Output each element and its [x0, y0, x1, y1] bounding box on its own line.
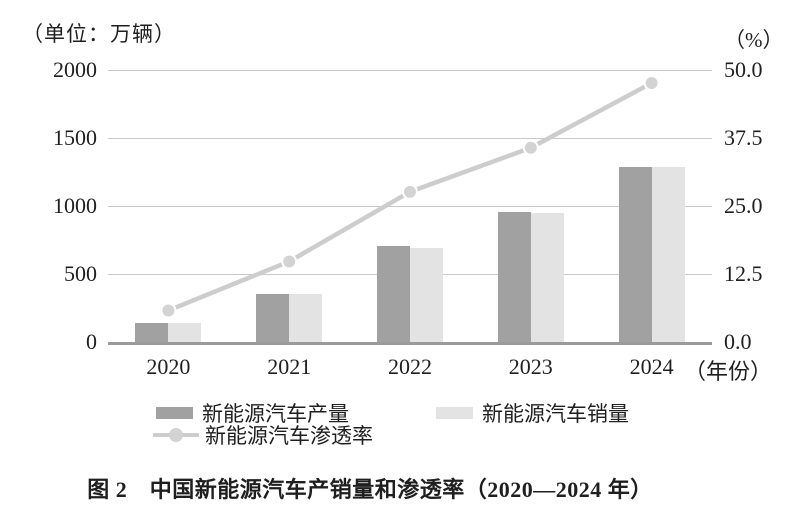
production-swatch: [156, 407, 193, 419]
penetration-line-swatch: [153, 427, 199, 443]
x-label-2021: 2021: [267, 354, 312, 379]
grid-line: [108, 70, 712, 71]
legend-label-penetration: 新能源汽车渗透率: [205, 424, 373, 448]
right-tick-label: 50.0: [724, 57, 763, 82]
legend-item-sales: 新能源汽车销量: [436, 398, 629, 428]
left-tick-label: 1000: [53, 193, 97, 218]
right-tick-label: 25.0: [724, 193, 763, 218]
bar-sales-2022: [410, 248, 443, 342]
bar-sales-2023: [530, 212, 564, 342]
left-tick-label: 2000: [53, 57, 97, 82]
legend-label-sales: 新能源汽车销量: [482, 402, 629, 426]
penetration-marker-2024: [643, 75, 660, 92]
bar-production-2021: [256, 293, 290, 342]
bar-production-2024: [618, 166, 652, 342]
bar-sales-2020: [168, 323, 202, 342]
x-label-2022: 2022: [388, 354, 432, 379]
x-label-2024: 2024: [629, 354, 674, 379]
x-axis-baseline: [108, 342, 712, 345]
penetration-marker-2023: [522, 139, 539, 156]
bar-sales-2021: [289, 294, 323, 342]
grid-line: [108, 138, 712, 139]
x-label-2020: 2020: [146, 354, 191, 379]
figure-caption: 图 2 中国新能源汽车产销量和渗透率（2020—2024 年）: [87, 477, 653, 502]
penetration-marker-2021: [281, 253, 298, 270]
penetration-marker-2020: [160, 302, 177, 319]
x-axis-suffix-label: （年份）: [684, 359, 773, 384]
right-axis-unit-label: （%）: [724, 28, 784, 52]
penetration-line-layer: [160, 75, 660, 319]
bar-production-2020: [135, 323, 169, 342]
left-tick-label: 500: [64, 261, 97, 286]
legend-label-production: 新能源汽车产量: [202, 402, 349, 426]
penetration-marker-2022: [402, 183, 418, 200]
bar-production-2023: [497, 211, 531, 342]
bar-sales-2024: [651, 167, 685, 342]
plot-area: [108, 70, 712, 345]
legend-item-production: 新能源汽车产量: [156, 398, 349, 428]
sales-swatch: [436, 407, 473, 419]
right-tick-label: 37.5: [724, 125, 763, 150]
grid-line: [108, 206, 712, 207]
x-label-2023: 2023: [508, 354, 553, 379]
bar-production-2022: [377, 246, 410, 342]
legend-item-penetration: 新能源汽车渗透率: [153, 420, 373, 450]
left-tick-label: 0: [86, 329, 97, 354]
line-swatch-marker: [169, 428, 183, 442]
left-tick-label: 1500: [53, 125, 97, 150]
left-axis-unit-label: （单位：万辆）: [22, 22, 176, 46]
right-tick-label: 0.0: [724, 329, 752, 354]
right-tick-label: 12.5: [724, 261, 763, 286]
